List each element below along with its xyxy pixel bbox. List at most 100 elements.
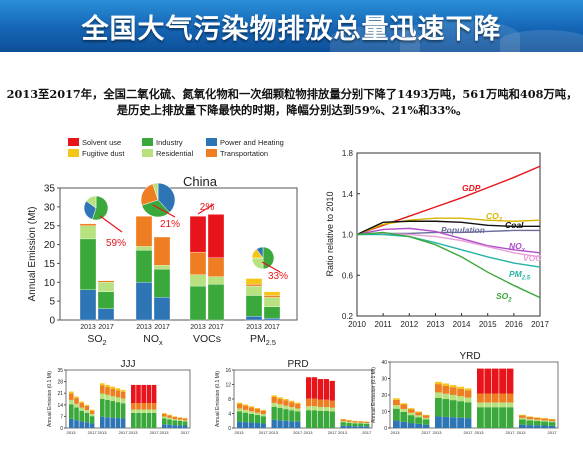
prd-bar-0-0-residential	[237, 408, 243, 412]
prd-bar-1-4-power	[295, 421, 301, 428]
legend-label-solvent: Solvent use	[82, 138, 121, 147]
prd-bar-1-1-power	[277, 420, 283, 428]
yrd-bar-2-3-industry	[499, 407, 506, 428]
yrd-bar-3-4-power	[548, 425, 556, 428]
jjj-y-tick-label: 0	[60, 426, 63, 432]
prd-bar-2-0-transport	[306, 398, 312, 407]
yrd-bar-2-3-transport	[499, 393, 506, 403]
yrd-bar-0-4-power	[422, 424, 430, 428]
prd-x-year-label: 2017	[259, 430, 269, 435]
prd-bar-0-2-residential	[248, 411, 255, 414]
ratio-line-so2	[356, 231, 541, 299]
prd-bar-1-3-residential	[289, 407, 295, 411]
china-y-axis-label: Annual Emission (Mt)	[27, 206, 38, 301]
yrd-bar-2-0-solvent	[477, 368, 484, 394]
jjj-bar-3-0-power	[162, 424, 167, 428]
prd-bar-0-1-residential	[242, 409, 249, 413]
china-bar-so-2013-transport	[79, 223, 97, 226]
jjj-bar-2-4-transport	[151, 403, 157, 410]
china-bar-no-2013-industry	[135, 250, 153, 283]
jjj-x-year-label: 2013	[98, 430, 108, 435]
jjj-bar-1-0-power	[100, 416, 105, 428]
yrd-bar-3-0-fugitive	[519, 414, 526, 416]
ratio-series-label-so2: SO2	[496, 291, 512, 304]
jjj-bar-0-4-transport	[89, 410, 95, 414]
legend-label-fugitive: Fugitive dust	[82, 149, 125, 158]
ratio-series-label-voc: VOC	[523, 253, 542, 263]
ratio-x-tick-label: 2010	[348, 320, 366, 329]
yrd-bar-0-0-transport	[393, 399, 400, 406]
ratio-x-tick-label: 2016	[505, 320, 523, 329]
jjj-bar-2-2-residential	[141, 409, 146, 413]
prd-y-tick-label: 0	[228, 426, 231, 432]
jjj-bar-2-0-transport	[131, 403, 136, 410]
yrd-bar-0-4-fugitive	[422, 414, 430, 416]
china-bar-so-2017-industry	[97, 291, 115, 309]
yrd-bar-0-0-power	[393, 420, 400, 428]
yrd-bar-1-1-fugitive	[442, 383, 450, 386]
jjj-bar-0-1-transport	[74, 398, 79, 404]
yrd-bar-3-3-power	[541, 425, 548, 428]
jjj-bar-1-3-residential	[115, 397, 121, 403]
jjj-bar-2-1-industry	[136, 412, 141, 428]
ratio-line-nox	[356, 227, 541, 254]
china-x-year-label: 2013	[136, 324, 152, 331]
prd-bar-0-0-transport	[237, 403, 243, 409]
jjj-bar-1-2-residential	[110, 396, 115, 402]
prd-bar-3-0-transport	[340, 419, 346, 422]
prd-bar-0-1-power	[242, 422, 249, 428]
yrd-bar-3-3-residential	[541, 420, 548, 422]
jjj-bar-3-4-industry	[182, 421, 188, 426]
china-y-tick-label: 30	[44, 202, 56, 213]
change-arrow	[152, 204, 176, 218]
change-label-vocs: 2%	[200, 202, 215, 213]
jjj-bar-3-0-residential	[162, 416, 167, 419]
yrd-bar-1-0-transport	[435, 384, 442, 393]
jjj-bar-2-1-transport	[136, 403, 141, 410]
jjj-bar-3-2-residential	[172, 419, 177, 421]
yrd-bar-0-2-fugitive	[407, 408, 415, 410]
china-x-year-label: 2017	[264, 324, 280, 331]
prd-bar-3-4-industry	[364, 423, 370, 427]
jjj-bar-2-1-solvent	[136, 384, 141, 404]
jjj-bar-2-3-solvent	[146, 384, 152, 404]
jjj-bar-1-2-transport	[110, 388, 115, 397]
china-bar-pm-2017-transport	[263, 295, 281, 298]
jjj-bar-1-0-fugitive	[100, 383, 105, 386]
jjj-bar-1-2-fugitive	[110, 386, 115, 389]
jjj-y-tick-label: 35	[57, 368, 63, 374]
prd-bar-1-2-fugitive	[283, 399, 289, 401]
prd-y-tick-label: 12	[225, 383, 231, 389]
yrd-bar-3-4-transport	[548, 419, 556, 422]
jjj-bar-3-3-residential	[177, 419, 183, 421]
yrd-bar-2-4-solvent	[506, 368, 514, 394]
china-bar-vocs-2017-residential	[207, 276, 225, 285]
china-bar-no-2013-transport	[135, 216, 153, 247]
jjj-bar-1-0-transport	[100, 385, 105, 394]
prd-bar-0-2-fugitive	[248, 406, 255, 408]
jjj-bar-2-4-residential	[151, 409, 157, 413]
prd-x-year-label: 2013	[235, 430, 245, 435]
jjj-bar-3-0-fugitive	[162, 413, 167, 414]
china-bar-pm-2013-power	[245, 316, 263, 321]
yrd-bar-1-2-residential	[449, 394, 457, 401]
china-x-group-label: NOx	[143, 333, 163, 347]
prd-bar-2-0-industry	[306, 410, 312, 428]
china-x-group-label: VOCs	[193, 333, 221, 345]
yrd-y-tick-label: 40	[381, 360, 387, 366]
prd-y-tick-label: 4	[228, 412, 231, 418]
prd-bar-1-0-transport	[271, 397, 277, 403]
prd-bar-2-3-industry	[323, 410, 329, 428]
yrd-bar-2-0-residential	[477, 402, 484, 408]
yrd-x-year-label: 2013	[433, 430, 443, 435]
prd-bar-1-0-industry	[271, 406, 277, 420]
yrd-bar-0-0-industry	[393, 408, 400, 421]
prd-x-year-label: 2017	[328, 430, 338, 435]
china-bar-so-2017-transport	[97, 280, 115, 283]
yrd-bar-3-0-transport	[519, 415, 526, 418]
legend-swatch-power	[206, 138, 217, 146]
yrd-bar-3-3-industry	[541, 421, 548, 426]
prd-bar-3-1-transport	[346, 420, 352, 422]
yrd-x-year-label: 2017	[506, 430, 516, 435]
prd-bar-1-3-fugitive	[289, 400, 295, 403]
